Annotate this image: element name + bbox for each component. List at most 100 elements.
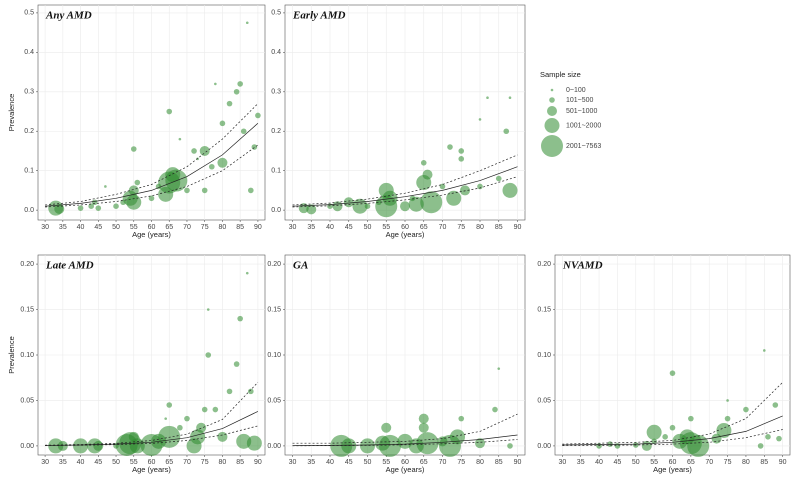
x-tick-label: 40 (77, 459, 85, 466)
x-axis-label: Age (years) (132, 465, 171, 474)
legend-label: 0~100 (566, 87, 586, 94)
bubble (458, 415, 465, 422)
bubble (91, 199, 98, 206)
bubble (508, 96, 512, 100)
x-tick-label: 50 (112, 459, 120, 466)
bubble (381, 422, 392, 433)
x-tick-label: 40 (326, 224, 334, 231)
bubble (688, 415, 694, 422)
bubble (184, 187, 190, 194)
x-tick-label: 55 (650, 459, 658, 466)
bubble (306, 204, 317, 215)
bubble (190, 429, 206, 445)
bubble (343, 197, 354, 208)
bubble (196, 422, 207, 433)
x-tick-label: 60 (669, 459, 677, 466)
bubble (641, 440, 652, 451)
bubble (446, 190, 462, 206)
x-tick-label: 65 (687, 459, 695, 466)
x-tick-label: 30 (289, 224, 297, 231)
lower-curve (292, 176, 518, 208)
x-tick-label: 85 (760, 459, 768, 466)
bubble (240, 128, 247, 135)
bubble (191, 148, 197, 154)
x-tick-label: 70 (183, 459, 191, 466)
bubble (57, 440, 68, 451)
x-tick-label: 60 (401, 459, 409, 466)
bubble (199, 145, 210, 156)
x-axis-label: Age (years) (386, 465, 425, 474)
bubble (245, 271, 249, 275)
bubble (596, 443, 602, 449)
y-tick-label: 0.4 (24, 49, 34, 56)
x-tick-label: 60 (148, 459, 156, 466)
y-tick-label: 0.3 (271, 89, 281, 96)
bubble (246, 435, 262, 451)
y-axis-label: Prevalence (7, 336, 16, 374)
y-tick-label: 0.10 (20, 352, 34, 359)
lower-curve (562, 429, 783, 446)
bubble (408, 196, 424, 212)
x-tick-label: 55 (130, 459, 138, 466)
bubble (237, 81, 243, 87)
bubble (478, 118, 482, 121)
x-tick-label: 70 (439, 459, 447, 466)
x-tick-label: 60 (148, 224, 156, 231)
y-tick-label: 0.4 (271, 49, 281, 56)
legend-label: 101~500 (566, 97, 594, 104)
legend-title: Sample size (540, 70, 581, 79)
x-tick-label: 90 (514, 459, 522, 466)
x-tick-label: 45 (94, 459, 102, 466)
upper-curve (45, 103, 259, 206)
upper-curve (292, 413, 518, 444)
x-tick-label: 55 (382, 224, 390, 231)
x-tick-label: 40 (326, 459, 334, 466)
y-tick-label: 0.10 (267, 352, 281, 359)
x-tick-label: 85 (236, 459, 244, 466)
y-tick-label: 0.15 (20, 306, 34, 313)
bubble (420, 159, 427, 166)
x-tick-label: 50 (632, 459, 640, 466)
x-tick-label: 85 (495, 459, 503, 466)
panel-title: GA (293, 260, 308, 272)
legend-symbol (541, 135, 563, 157)
legend-symbol (547, 106, 557, 116)
y-tick-label: 0.00 (267, 443, 281, 450)
bubble (458, 156, 465, 162)
y-tick-label: 0.20 (267, 261, 281, 268)
y-tick-label: 0.3 (24, 89, 34, 96)
bubble (422, 169, 433, 180)
bubble (233, 88, 240, 95)
bubble (217, 431, 228, 442)
bubble (245, 21, 249, 25)
bubble (420, 191, 443, 214)
bubble (214, 82, 217, 86)
bubble (475, 438, 485, 449)
bubble (379, 434, 401, 457)
x-tick-label: 45 (345, 459, 353, 466)
x-tick-label: 35 (59, 459, 67, 466)
x-tick-label: 45 (614, 459, 622, 466)
x-tick-label: 80 (219, 224, 227, 231)
x-tick-label: 35 (307, 459, 315, 466)
bubble (233, 361, 240, 367)
bubble (776, 435, 782, 442)
lower-curve (45, 425, 258, 446)
bubble (166, 108, 173, 115)
bubble (212, 406, 219, 413)
bubble (724, 415, 731, 422)
x-tick-label: 70 (705, 459, 713, 466)
x-tick-label: 80 (476, 459, 484, 466)
x-tick-label: 90 (254, 224, 262, 231)
y-tick-label: 0.15 (267, 306, 281, 313)
x-tick-label: 65 (420, 224, 428, 231)
x-tick-label: 90 (514, 224, 522, 231)
bubble (48, 438, 64, 454)
bubble (765, 434, 771, 440)
bubble (93, 440, 104, 451)
bubble (248, 388, 254, 395)
bubble (458, 148, 465, 154)
y-tick-label: 0.2 (24, 128, 34, 135)
x-tick-label: 60 (401, 224, 409, 231)
panel-title: NVAMD (562, 260, 603, 272)
